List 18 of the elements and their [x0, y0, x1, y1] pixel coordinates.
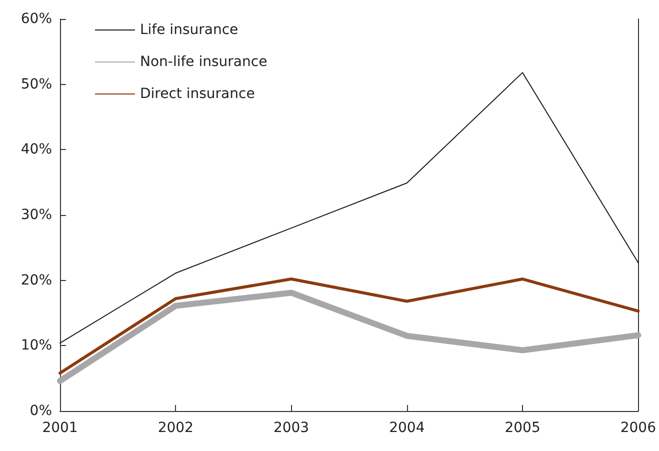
y-tick-label: 30%	[20, 207, 52, 223]
y-tick-label: 60%	[20, 11, 52, 27]
line-series	[58, 278, 640, 375]
y-tick-label: 10%	[20, 338, 52, 354]
x-tick-label: 2004	[389, 420, 425, 436]
line-series	[60, 72, 639, 344]
legend-label: Non-life insurance	[140, 54, 268, 70]
y-tick-label: 20%	[20, 272, 52, 288]
x-tick-label: 2005	[504, 420, 540, 436]
y-tick-label: 0%	[30, 403, 52, 419]
y-tick-label: 40%	[20, 142, 52, 158]
x-tick-label: 2003	[273, 420, 310, 436]
y-tick-label: 50%	[20, 76, 52, 92]
x-tick-label: 2006	[620, 420, 656, 436]
legend-label: Life insurance	[140, 22, 238, 38]
x-tick-label: 2001	[42, 420, 78, 436]
x-tick-label: 2002	[158, 420, 194, 436]
legend-label: Direct insurance	[140, 86, 255, 102]
